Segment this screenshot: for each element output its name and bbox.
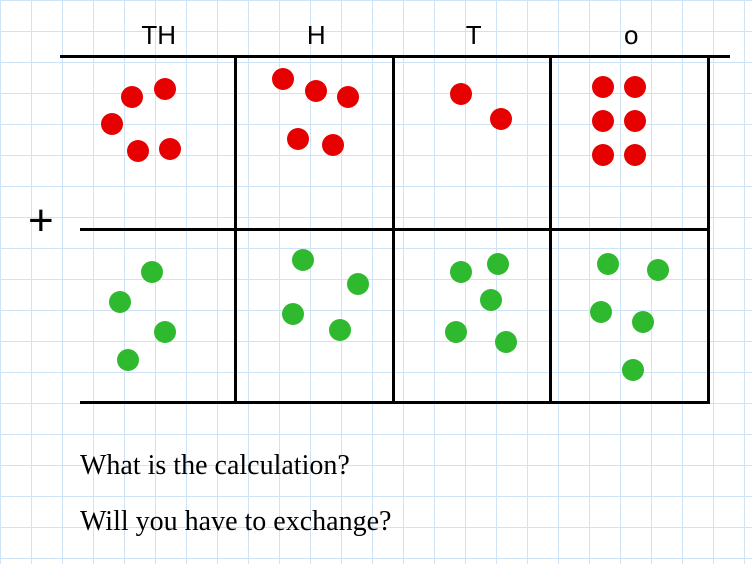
counter-dot xyxy=(101,113,123,135)
question-2: Will you have to exchange? xyxy=(80,506,391,538)
plus-sign: + xyxy=(28,196,54,246)
counter-dot xyxy=(322,134,344,156)
counter-dot xyxy=(590,301,612,323)
counter-dot xyxy=(282,303,304,325)
bottom-line xyxy=(80,401,710,404)
cell-r2-th xyxy=(79,231,237,401)
counter-dot xyxy=(624,110,646,132)
row-2 xyxy=(80,231,710,401)
counter-dot xyxy=(592,76,614,98)
questions: What is the calculation? Will you have t… xyxy=(80,450,391,562)
counter-dot xyxy=(109,291,131,313)
counter-dot xyxy=(305,80,327,102)
header-o: o xyxy=(553,20,711,55)
counter-dot xyxy=(624,144,646,166)
counter-dot xyxy=(141,261,163,283)
cell-r1-th xyxy=(79,58,237,228)
header-th: TH xyxy=(80,20,238,55)
cell-r1-t xyxy=(395,58,553,228)
counter-dot xyxy=(154,78,176,100)
counter-dot xyxy=(127,140,149,162)
counter-dot xyxy=(287,128,309,150)
counter-dot xyxy=(347,273,369,295)
cell-r2-h xyxy=(237,231,395,401)
cell-r2-o xyxy=(552,231,710,401)
counter-dot xyxy=(117,349,139,371)
cell-r2-t xyxy=(395,231,553,401)
cell-r1-o xyxy=(552,58,710,228)
counter-dot xyxy=(445,321,467,343)
counter-dot xyxy=(597,253,619,275)
counter-dot xyxy=(154,321,176,343)
counter-dot xyxy=(632,311,654,333)
counter-dot xyxy=(592,110,614,132)
header-h: H xyxy=(238,20,396,55)
cell-r1-h xyxy=(237,58,395,228)
counter-dot xyxy=(450,83,472,105)
row-1 xyxy=(80,58,710,228)
header-row: TH H T o xyxy=(80,20,710,55)
counter-dot xyxy=(624,76,646,98)
counter-dot xyxy=(450,261,472,283)
counter-dot xyxy=(495,331,517,353)
counter-dot xyxy=(647,259,669,281)
counter-dot xyxy=(292,249,314,271)
counter-dot xyxy=(159,138,181,160)
counter-dot xyxy=(490,108,512,130)
question-1: What is the calculation? xyxy=(80,450,391,482)
counter-dot xyxy=(329,319,351,341)
header-t: T xyxy=(395,20,553,55)
counter-dot xyxy=(121,86,143,108)
counter-dot xyxy=(337,86,359,108)
counter-dot xyxy=(622,359,644,381)
counter-dot xyxy=(272,68,294,90)
counter-dot xyxy=(480,289,502,311)
counter-dot xyxy=(592,144,614,166)
place-value-chart: TH H T o xyxy=(80,20,710,404)
counter-dot xyxy=(487,253,509,275)
